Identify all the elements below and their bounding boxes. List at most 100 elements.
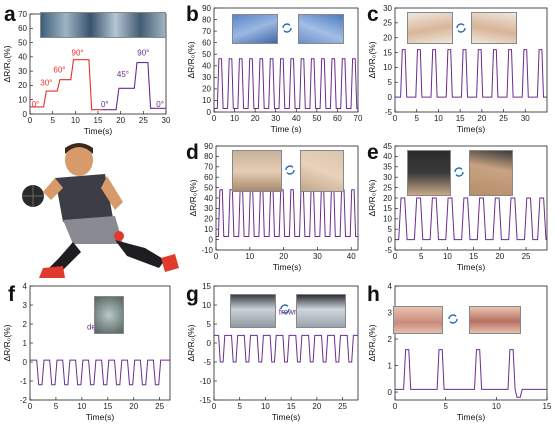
x-tick-label: 50 — [312, 114, 321, 123]
y-tick-label: -2 — [20, 396, 28, 405]
x-tick-label: 25 — [522, 252, 531, 261]
y-tick-label: 3 — [388, 308, 393, 317]
x-tick-label: 0 — [393, 114, 398, 123]
x-axis-label: Time(s) — [457, 124, 486, 134]
y-tick-label: -10 — [199, 377, 211, 386]
y-tick-label: 10 — [18, 96, 27, 105]
y-tick-label: 90 — [204, 142, 213, 151]
y-tick-label: -5 — [204, 358, 212, 367]
x-tick-label: 10 — [245, 252, 254, 261]
panel-d: d 0 10 20 30 40 -10 0 10 20 30 40 50 60 70 80 90 Time(s)… — [178, 138, 363, 278]
y-tick-label: 10 — [202, 96, 211, 105]
x-tick-label: 15 — [469, 252, 478, 261]
finger-bent-photo — [232, 14, 278, 44]
x-axis-label: Time(s) — [273, 262, 302, 272]
y-axis-label: ΔR/R₀(%) — [367, 41, 377, 78]
y-tick-label: 40 — [202, 62, 211, 71]
y-tick-label: 20 — [18, 81, 27, 90]
x-tick-label: 0 — [393, 402, 398, 411]
mouth-neutral-photo — [393, 306, 443, 334]
y-tick-label: 70 — [204, 163, 213, 172]
y-tick-label: 20 — [383, 34, 392, 43]
y-tick-label: -15 — [199, 396, 211, 405]
y-tick-label: 5 — [388, 78, 393, 87]
y-tick-label: 15 — [383, 204, 392, 213]
chart-d: 0 10 20 30 40-100102030405060708090Time(s)ΔR… — [188, 142, 359, 272]
x-axis-label: Time(s) — [457, 262, 486, 272]
y-tick-label: 50 — [18, 38, 27, 47]
panel-label-g: g — [186, 283, 199, 306]
panel-a: a 0 5 10 15 20 25 30 0 10 20 30 40 50 60 70 Time(s) ΔR/R… — [0, 0, 178, 138]
x-tick-label: 25 — [338, 402, 347, 411]
y-tick-label: 4 — [388, 282, 393, 291]
chart-g: 0 5 10 15 20 25-15-10-5051015Time(s)ΔR/R₀(%)f… — [186, 282, 359, 422]
y-tick-label: 20 — [202, 85, 211, 94]
panel-b: b 0 10 20 30 40 50 60 70 0 10 20 30 40 50 60 70 80 90 Time… — [178, 0, 363, 138]
x-tick-label: 30 — [521, 114, 530, 123]
x-tick-label: 20 — [279, 252, 288, 261]
cycle-icon — [285, 165, 295, 175]
y-tick-label: 0 — [388, 235, 393, 244]
chart-c: 0 5 10 15 20 25 30-5051015202530Time(s)ΔR/R₀(%… — [367, 4, 548, 134]
x-tick-label: 5 — [50, 116, 55, 125]
y-tick-label: 10 — [383, 63, 392, 72]
x-tick-label: 15 — [94, 116, 103, 125]
y-axis-label: ΔR/R₀(%) — [188, 179, 198, 216]
series-line-purple — [102, 62, 166, 111]
panel-c: c 0 5 10 15 20 25 30 -5 0 5 10 15 20 25 30 Time(s) ΔR/R₀… — [363, 0, 554, 138]
knee-bent-photo — [469, 150, 513, 196]
y-tick-label: 30 — [202, 73, 211, 82]
y-axis-label: ΔR/R₀(%) — [2, 45, 12, 82]
panel-label-e: e — [367, 141, 379, 164]
y-axis-label: ΔR/R₀(%) — [186, 41, 196, 78]
x-tick-label: 60 — [333, 114, 342, 123]
x-tick-label: 20 — [495, 252, 504, 261]
y-tick-label: 80 — [204, 152, 213, 161]
y-tick-label: 1 — [388, 361, 393, 370]
panel-label-f: f — [8, 283, 15, 306]
x-axis-label: Time(s) — [86, 412, 115, 422]
x-tick-label: 30 — [162, 116, 171, 125]
x-tick-label: 10 — [434, 114, 443, 123]
y-tick-label: 3 — [23, 301, 28, 310]
x-tick-label: 30 — [271, 114, 280, 123]
x-tick-label: 0 — [28, 116, 33, 125]
x-tick-label: 40 — [292, 114, 301, 123]
panel-label-h: h — [367, 283, 380, 306]
panel-g: g 0 5 10 15 20 25 -15 -10 -5 0 5 10 15 Time(s) ΔR/R₀(%… — [178, 278, 363, 436]
series-line — [214, 334, 358, 363]
plot-frame — [394, 285, 548, 401]
x-tick-label: 20 — [129, 402, 138, 411]
series-line — [214, 58, 358, 109]
cycle-icon — [454, 167, 464, 177]
x-tick-label: 20 — [116, 116, 125, 125]
y-tick-label: 10 — [383, 215, 392, 224]
y-tick-label: 20 — [383, 194, 392, 203]
y-tick-label: -5 — [385, 246, 393, 255]
y-tick-label: 60 — [204, 173, 213, 182]
chart-e: 0 5 10 15 20 25-5051015202530354045Time(s)ΔR/… — [367, 142, 548, 272]
y-tick-label: 45 — [383, 142, 392, 151]
x-tick-label: 5 — [54, 402, 59, 411]
x-tick-label: 10 — [77, 402, 86, 411]
angle-annotation: 90° — [137, 48, 149, 57]
x-tick-label: 15 — [456, 114, 465, 123]
x-tick-label: 5 — [414, 114, 419, 123]
y-tick-label: 10 — [202, 301, 211, 310]
x-tick-label: 20 — [251, 114, 260, 123]
cycle-icon — [282, 23, 292, 33]
y-tick-label: 80 — [202, 15, 211, 24]
y-tick-label: 0 — [388, 388, 393, 397]
y-tick-label: 0 — [207, 339, 212, 348]
x-tick-label: 10 — [261, 402, 270, 411]
y-tick-label: 30 — [204, 204, 213, 213]
x-tick-label: 0 — [28, 402, 33, 411]
angle-annotation: 60° — [53, 66, 65, 75]
panel-label-c: c — [367, 3, 379, 26]
y-tick-label: 5 — [207, 320, 212, 329]
y-axis-label: ΔR/R₀(%) — [2, 324, 12, 361]
y-tick-label: 90 — [202, 4, 211, 13]
